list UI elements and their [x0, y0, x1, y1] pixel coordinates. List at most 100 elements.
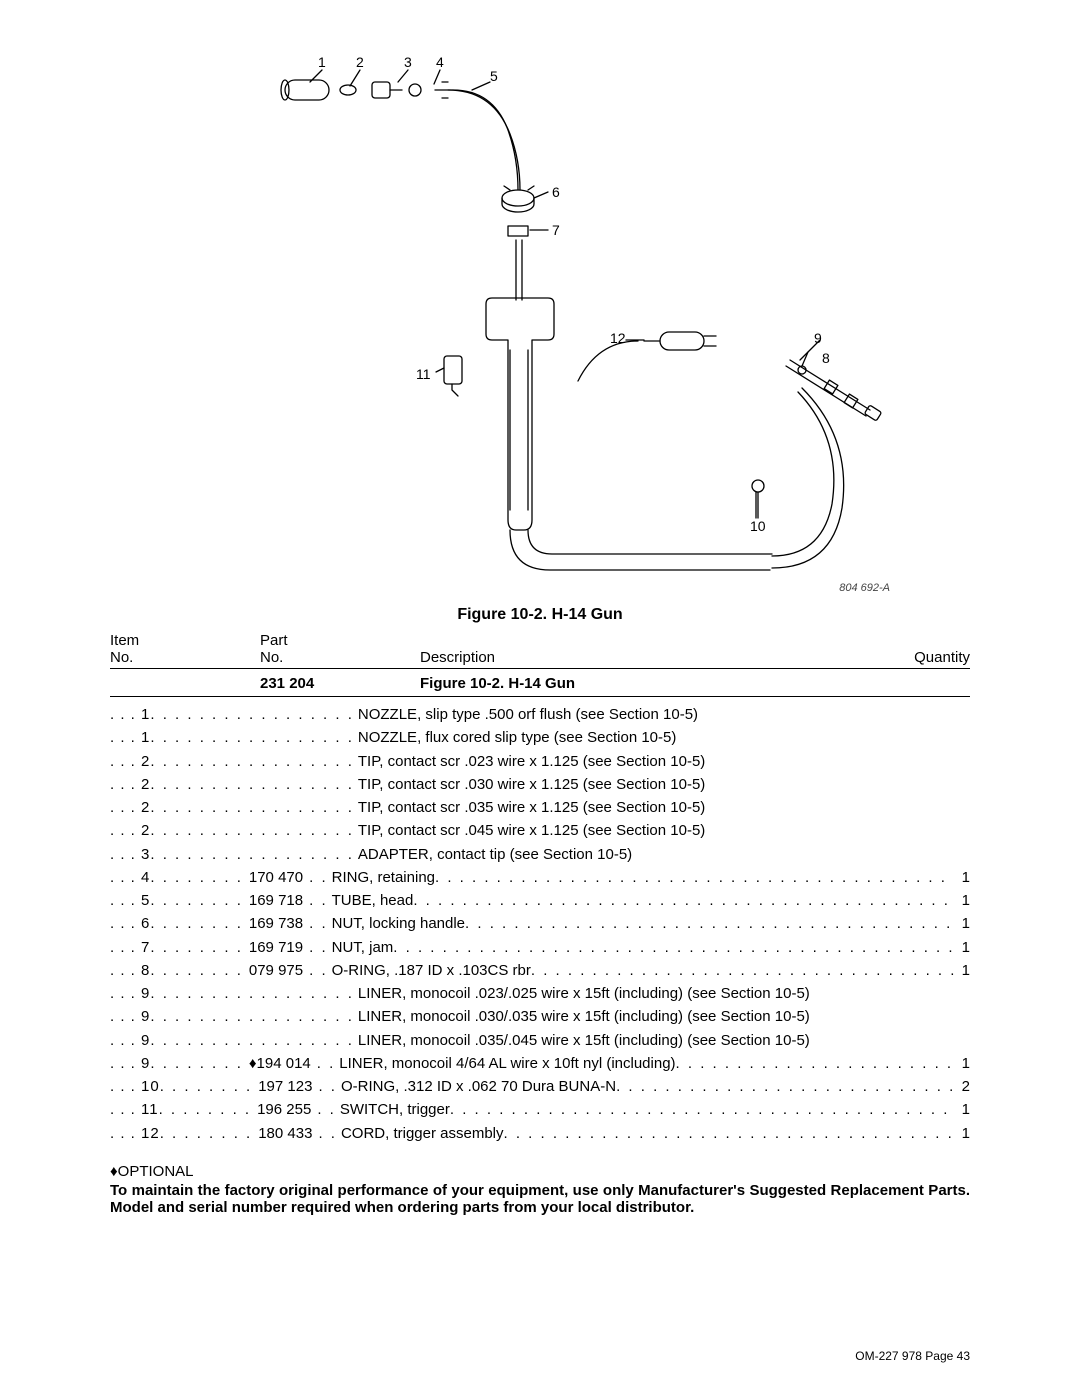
parts-table: Item No. Part No. Description Quantity 2…	[110, 632, 970, 1145]
figure-diagram: 1 2 3 4 5 6 7 8 9 10 11 12 804 692-A	[190, 40, 890, 600]
callout-7: 7	[552, 222, 560, 238]
row-part: 169 719	[243, 936, 309, 959]
row-part: 170 470	[243, 866, 309, 889]
row-desc: TIP, contact scr .030 wire x 1.125 (see …	[354, 773, 705, 796]
table-row: . . . 2 . . . . . . . . . . . . . . . . …	[110, 773, 970, 796]
row-desc: RING, retaining	[328, 866, 435, 889]
header-item-l1: Item	[110, 632, 139, 649]
row-part: 169 718	[243, 889, 309, 912]
assembly-row: 231 204 Figure 10-2. H-14 Gun	[110, 669, 970, 697]
row-qty: 1	[954, 959, 970, 982]
callout-3: 3	[404, 54, 412, 70]
table-row: . . . 9 . . . . . . . . . . . . . . . . …	[110, 982, 970, 1005]
row-item: . . . 8	[110, 959, 150, 982]
row-desc: ADAPTER, contact tip (see Section 10-5)	[354, 843, 632, 866]
row-part: 079 975	[243, 959, 309, 982]
row-item: . . . 2	[110, 750, 150, 773]
figure-caption: Figure 10-2. H-14 Gun	[110, 606, 970, 624]
row-item: . . . 9	[110, 1052, 150, 1075]
header-item-l2: No.	[110, 649, 133, 666]
row-item: . . . 7	[110, 936, 150, 959]
row-item: . . . 2	[110, 796, 150, 819]
row-item: . . . 3	[110, 843, 150, 866]
row-item: . . . 5	[110, 889, 150, 912]
row-desc: NUT, locking handle	[328, 912, 465, 935]
row-item: . . . 2	[110, 819, 150, 842]
callout-2: 2	[356, 54, 364, 70]
callout-6: 6	[552, 184, 560, 200]
callout-9: 9	[814, 330, 822, 346]
table-row: . . . 2 . . . . . . . . . . . . . . . . …	[110, 819, 970, 842]
page-footer: OM-227 978 Page 43	[855, 1349, 970, 1363]
table-row: . . . 2 . . . . . . . . . . . . . . . . …	[110, 796, 970, 819]
row-desc: TUBE, head	[328, 889, 414, 912]
row-qty: 1	[954, 1052, 970, 1075]
row-item: . . . 4	[110, 866, 150, 889]
drawing-id: 804 692-A	[839, 582, 890, 594]
row-qty: 1	[954, 936, 970, 959]
row-item: . . . 1	[110, 703, 150, 726]
table-row: . . . 4 . . . . . . . . 170 470 . . RING…	[110, 866, 970, 889]
row-item: . . . 10	[110, 1075, 160, 1098]
row-part: 196 255	[251, 1098, 317, 1121]
row-desc: LINER, monocoil .030/.035 wire x 15ft (i…	[354, 1005, 810, 1028]
table-row: . . . 6 . . . . . . . . 169 738 . . NUT,…	[110, 912, 970, 935]
assembly-title: Figure 10-2. H-14 Gun	[420, 675, 970, 692]
maintain-text: To maintain the factory original perform…	[110, 1182, 970, 1216]
table-row: . . . 3 . . . . . . . . . . . . . . . . …	[110, 843, 970, 866]
row-qty: 1	[954, 1122, 970, 1145]
table-row: . . . 1 . . . . . . . . . . . . . . . . …	[110, 726, 970, 749]
table-row: . . . 8 . . . . . . . . 079 975 . . O-RI…	[110, 959, 970, 982]
assembly-part-no: 231 204	[260, 675, 420, 692]
row-item: . . . 6	[110, 912, 150, 935]
table-header: Item No. Part No. Description Quantity	[110, 632, 970, 669]
table-row: . . . 1 . . . . . . . . . . . . . . . . …	[110, 703, 970, 726]
page: 1 2 3 4 5 6 7 8 9 10 11 12 804 692-A Fig…	[0, 0, 1080, 1397]
row-qty: 1	[954, 912, 970, 935]
row-item: . . . 12	[110, 1122, 160, 1145]
row-item: . . . 2	[110, 773, 150, 796]
row-item: . . . 9	[110, 982, 150, 1005]
row-item: . . . 9	[110, 1005, 150, 1028]
row-qty: 1	[954, 889, 970, 912]
table-row: . . . 7 . . . . . . . . 169 719 . . NUT,…	[110, 936, 970, 959]
row-part: 169 738	[243, 912, 309, 935]
row-item: . . . 1	[110, 726, 150, 749]
header-desc: Description	[420, 649, 495, 666]
row-desc: SWITCH, trigger	[336, 1098, 450, 1121]
row-part: ♦194 014	[243, 1052, 317, 1075]
callout-5: 5	[490, 68, 498, 84]
header-part-l1: Part	[260, 632, 288, 649]
row-qty: 2	[954, 1075, 970, 1098]
row-desc: LINER, monocoil 4/64 AL wire x 10ft nyl …	[335, 1052, 675, 1075]
callout-8: 8	[822, 350, 830, 366]
row-qty: 1	[954, 1098, 970, 1121]
row-desc: O-RING, .312 ID x .062 70 Dura BUNA-N	[337, 1075, 616, 1098]
row-desc: TIP, contact scr .023 wire x 1.125 (see …	[354, 750, 705, 773]
row-desc: TIP, contact scr .045 wire x 1.125 (see …	[354, 819, 705, 842]
table-row: . . . 5 . . . . . . . . 169 718 . . TUBE…	[110, 889, 970, 912]
table-row: . . . 11 . . . . . . . . 196 255 . . SWI…	[110, 1098, 970, 1121]
table-row: . . . 10 . . . . . . . . 197 123 . . O-R…	[110, 1075, 970, 1098]
header-part-l2: No.	[260, 649, 283, 666]
row-desc: NOZZLE, slip type .500 orf flush (see Se…	[354, 703, 698, 726]
row-item: . . . 9	[110, 1029, 150, 1052]
row-item: . . . 11	[110, 1098, 159, 1121]
row-qty: 1	[954, 866, 970, 889]
optional-label: ♦OPTIONAL	[110, 1163, 970, 1180]
row-desc: NUT, jam	[328, 936, 394, 959]
parts-rows: . . . 1 . . . . . . . . . . . . . . . . …	[110, 703, 970, 1145]
callout-10: 10	[750, 518, 766, 534]
callout-1: 1	[318, 54, 326, 70]
row-desc: TIP, contact scr .035 wire x 1.125 (see …	[354, 796, 705, 819]
row-part: 180 433	[252, 1122, 318, 1145]
table-row: . . . 9 . . . . . . . . . . . . . . . . …	[110, 1029, 970, 1052]
callout-11: 11	[416, 366, 431, 382]
row-desc: LINER, monocoil .023/.025 wire x 15ft (i…	[354, 982, 810, 1005]
row-part: 197 123	[252, 1075, 318, 1098]
callout-12: 12	[610, 330, 626, 346]
table-row: . . . 9 . . . . . . . . . . . . . . . . …	[110, 1005, 970, 1028]
row-desc: O-RING, .187 ID x .103CS rbr	[328, 959, 531, 982]
row-desc: NOZZLE, flux cored slip type (see Sectio…	[354, 726, 676, 749]
callout-4: 4	[436, 54, 444, 70]
